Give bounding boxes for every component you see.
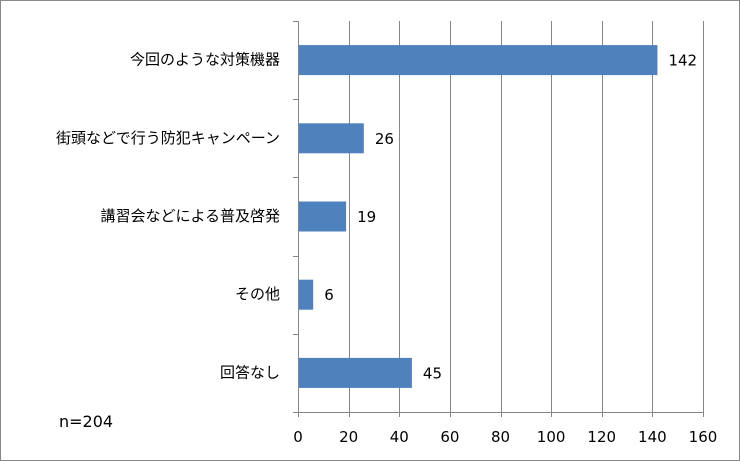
category-label: 回答なし [220, 363, 280, 381]
x-tick-label: 20 [339, 428, 358, 446]
bar [299, 201, 347, 232]
data-label: 45 [423, 364, 442, 382]
data-label: 26 [375, 130, 394, 148]
bar [299, 123, 364, 154]
axes [293, 21, 704, 417]
x-tick-label: 40 [390, 428, 409, 446]
bars [299, 45, 658, 388]
bar [299, 279, 314, 310]
x-tick-label: 120 [587, 428, 616, 446]
x-tick-label: 160 [689, 428, 718, 446]
sample-size-note: n=204 [59, 412, 114, 431]
x-tick-label: 80 [491, 428, 510, 446]
data-label: 142 [668, 52, 697, 70]
x-tick-label: 60 [440, 428, 459, 446]
category-label: その他 [235, 285, 280, 303]
x-tick-label: 100 [537, 428, 566, 446]
category-label: 今回のような対策機器 [130, 51, 280, 69]
x-tick-labels: 0 20 40 60 80 100 120 140 160 [293, 428, 717, 446]
gridlines [349, 21, 704, 412]
bar [299, 357, 412, 388]
bar [299, 45, 658, 76]
data-labels: 142 26 19 6 45 [324, 52, 697, 383]
category-label: 街頭などで行う防犯キャンペーン [56, 129, 280, 147]
x-tick-label: 140 [638, 428, 667, 446]
data-label: 19 [357, 208, 376, 226]
category-labels: 今回のような対策機器街頭などで行う防犯キャンペーン講習会などによる普及啓発その他… [56, 51, 280, 382]
data-label: 6 [324, 286, 334, 304]
category-label: 講習会などによる普及啓発 [100, 207, 280, 225]
x-tick-label: 0 [293, 428, 303, 446]
